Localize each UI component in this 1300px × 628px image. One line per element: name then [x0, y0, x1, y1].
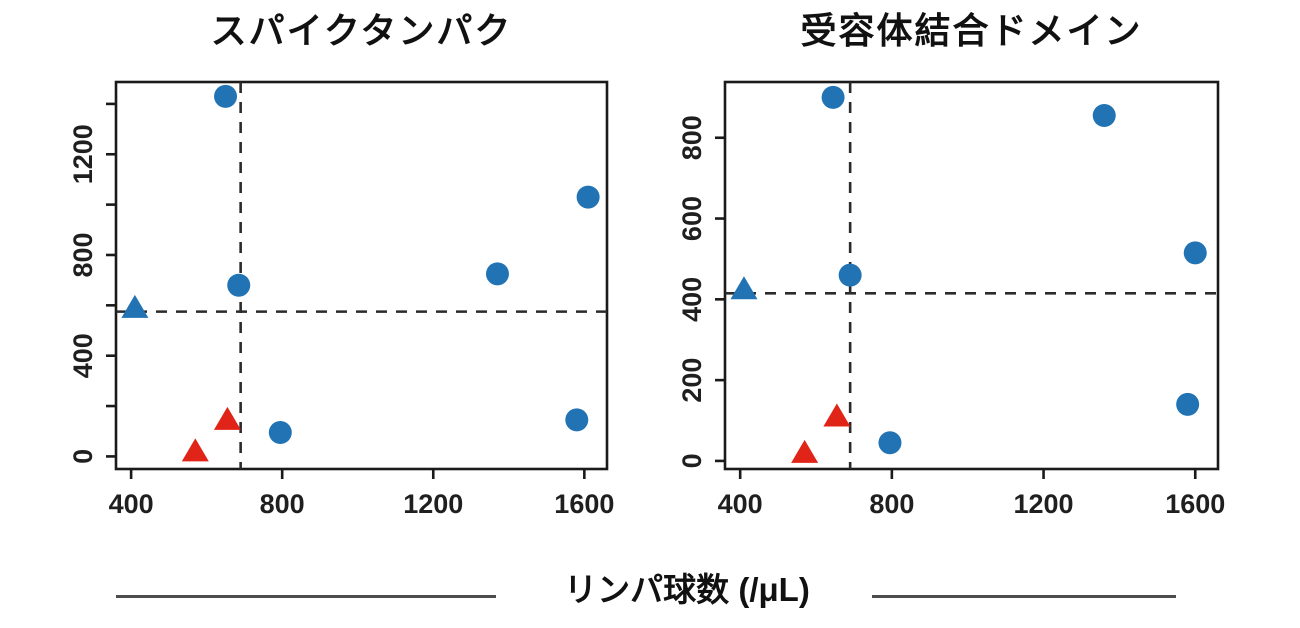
right-plot-title: 受容体結合ドメイン — [800, 10, 1143, 51]
data-point-circle — [485, 262, 509, 286]
x-tick-label: 1200 — [403, 489, 463, 519]
data-point-circle — [565, 408, 589, 432]
x-tick-label: 800 — [260, 489, 305, 519]
xlabel-rule-right — [872, 595, 1176, 598]
x-axis-left: 400 800 1200 1600 — [109, 469, 614, 519]
data-point-circle — [838, 263, 862, 287]
y-tick-label: 1200 — [68, 124, 98, 184]
y-axis-left: 0 400 800 1200 — [68, 102, 116, 464]
y-tick-label: 600 — [677, 196, 707, 241]
data-point-triangle — [213, 406, 241, 430]
x-tick-label: 1600 — [554, 489, 614, 519]
data-point-circle — [1176, 392, 1200, 416]
x-tick-label: 400 — [109, 489, 154, 519]
x-tick-label: 1200 — [1014, 489, 1074, 519]
y-tick-label: 800 — [68, 232, 98, 277]
series-blue-triangle — [730, 276, 758, 300]
plot-box — [114, 80, 609, 471]
data-point-triangle — [823, 403, 851, 427]
x-axis-right: 400 800 1200 1600 — [718, 469, 1225, 519]
series-blue-circles — [821, 85, 1207, 455]
data-point-triangle — [121, 294, 149, 318]
x-tick-label: 800 — [869, 489, 914, 519]
shared-x-axis-label: リンパ球数 (/μL) — [564, 571, 810, 608]
y-axis-right: 0 200 400 600 800 — [677, 115, 725, 468]
data-point-circle — [268, 420, 292, 444]
y-tick-label: 800 — [677, 115, 707, 160]
data-point-triangle — [181, 438, 209, 462]
plot-box — [723, 80, 1220, 471]
data-point-circle — [576, 185, 600, 209]
y-tick-label: 0 — [677, 453, 707, 468]
y-tick-label: 400 — [68, 333, 98, 378]
data-point-triangle — [791, 439, 819, 463]
data-point-circle — [1092, 104, 1116, 128]
data-point-circle — [878, 431, 902, 455]
y-tick-label: 200 — [677, 358, 707, 403]
y-tick-label: 400 — [677, 277, 707, 322]
reference-lines — [725, 82, 1218, 469]
x-tick-label: 1600 — [1165, 489, 1225, 519]
data-point-circle — [821, 85, 845, 109]
plot-panel-left: 400 800 1200 1600 0 400 800 1200 — [68, 80, 614, 519]
y-tick-label: 0 — [68, 449, 98, 464]
data-point-circle — [1183, 241, 1207, 265]
reference-lines — [116, 82, 607, 469]
series-red-triangles — [181, 406, 241, 462]
xlabel-rule-left — [116, 595, 496, 598]
series-blue-triangle — [121, 294, 149, 318]
x-tick-label: 400 — [718, 489, 763, 519]
data-point-circle — [214, 84, 238, 108]
series-red-triangles — [791, 403, 851, 463]
left-plot-title: スパイクタンパク — [210, 10, 513, 51]
data-point-circle — [227, 273, 251, 297]
plot-panel-right: 400 800 1200 1600 0 200 400 600 800 — [677, 80, 1225, 519]
data-point-triangle — [730, 276, 758, 300]
series-blue-circles — [214, 84, 600, 444]
